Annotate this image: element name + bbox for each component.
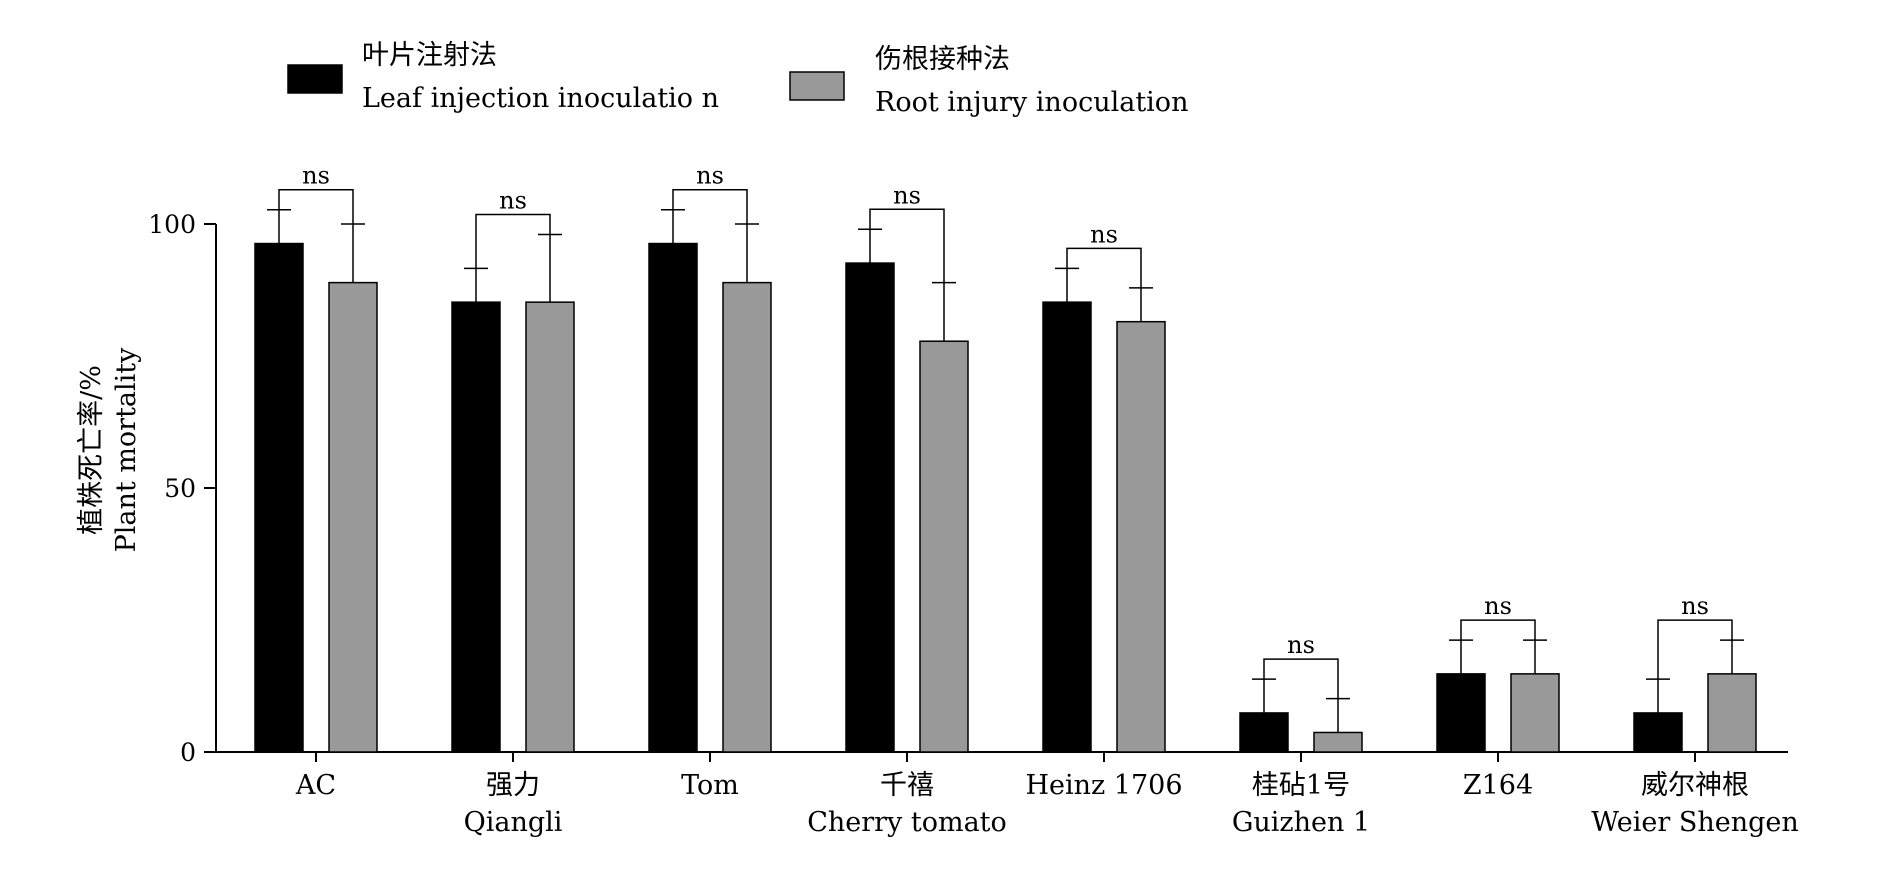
y-ticks: 0 50 100 bbox=[148, 210, 216, 767]
x-tick-label-en: Cherry tomato bbox=[807, 807, 1007, 838]
legend-label-leaf-injection-en: Leaf injection inoculatio n bbox=[362, 83, 719, 114]
bar bbox=[845, 262, 895, 753]
significance-label: ns bbox=[696, 162, 724, 190]
bar bbox=[254, 242, 304, 753]
bar bbox=[722, 281, 772, 753]
bar bbox=[1239, 712, 1289, 753]
x-tick-label: AC bbox=[295, 770, 336, 801]
y-tick-label: 50 bbox=[164, 474, 196, 503]
significance-brackets: ns ns ns ns ns ns ns ns bbox=[278, 162, 1733, 699]
y-axis-label-cn: 植株死亡率/% bbox=[76, 365, 107, 535]
significance-label: ns bbox=[1090, 220, 1118, 248]
bar bbox=[1116, 320, 1166, 753]
significance-bracket bbox=[869, 208, 945, 283]
bar bbox=[1633, 712, 1683, 753]
significance-label: ns bbox=[302, 162, 330, 190]
significance-bracket bbox=[475, 213, 551, 269]
x-tick-label: 桂砧1号 bbox=[1252, 770, 1350, 801]
x-tick-label-en: Guizhen 1 bbox=[1232, 807, 1370, 838]
bar bbox=[1436, 673, 1486, 753]
significance-bracket bbox=[1263, 658, 1339, 699]
significance-label: ns bbox=[499, 187, 527, 215]
significance-label: ns bbox=[1681, 592, 1709, 620]
bar bbox=[648, 242, 698, 753]
significance-bracket bbox=[1657, 619, 1733, 680]
x-tick-label: Heinz 1706 bbox=[1025, 770, 1182, 801]
legend-swatch-leaf-injection bbox=[287, 64, 343, 94]
x-tick-label: 威尔神根 bbox=[1641, 770, 1749, 801]
x-tick-label-en: Qiangli bbox=[464, 807, 563, 838]
y-axis-title: 植株死亡率/% Plant mortality bbox=[76, 347, 142, 553]
x-tick-label: 千禧 bbox=[880, 770, 934, 801]
significance-bracket bbox=[672, 188, 748, 224]
significance-bracket bbox=[1460, 619, 1536, 641]
significance-label: ns bbox=[893, 181, 921, 209]
bar bbox=[451, 301, 501, 753]
bar bbox=[1707, 673, 1757, 753]
y-tick-label: 100 bbox=[148, 210, 196, 239]
significance-bracket bbox=[1066, 247, 1142, 288]
legend-label-root-injury-en: Root injury inoculation bbox=[875, 87, 1188, 118]
x-tick-label: Tom bbox=[681, 770, 739, 801]
legend: 叶片注射法 Leaf injection inoculatio n 伤根接种法 … bbox=[287, 40, 1188, 118]
bar bbox=[1313, 731, 1363, 753]
bar bbox=[525, 301, 575, 753]
bars bbox=[254, 242, 1757, 753]
y-tick-label: 0 bbox=[180, 738, 196, 767]
bar bbox=[1042, 301, 1092, 753]
x-tick-label: 强力 bbox=[486, 770, 540, 801]
bar bbox=[919, 340, 969, 753]
bar bbox=[328, 281, 378, 753]
y-axis-label-en: Plant mortality bbox=[111, 347, 142, 553]
significance-label: ns bbox=[1484, 592, 1512, 620]
significance-label: ns bbox=[1287, 631, 1315, 659]
significance-bracket bbox=[278, 188, 354, 224]
x-tick-label: Z164 bbox=[1463, 770, 1533, 801]
legend-label-leaf-injection-cn: 叶片注射法 bbox=[362, 40, 497, 71]
bar bbox=[1510, 673, 1560, 753]
legend-swatch-root-injury bbox=[789, 71, 845, 101]
x-tick-label-en: Weier Shengen bbox=[1591, 807, 1799, 838]
x-tick-labels: AC 强力 Qiangli Tom 千禧 Cherry tomato Heinz 1706 桂… bbox=[295, 752, 1799, 838]
legend-label-root-injury-cn: 伤根接种法 bbox=[875, 44, 1010, 75]
